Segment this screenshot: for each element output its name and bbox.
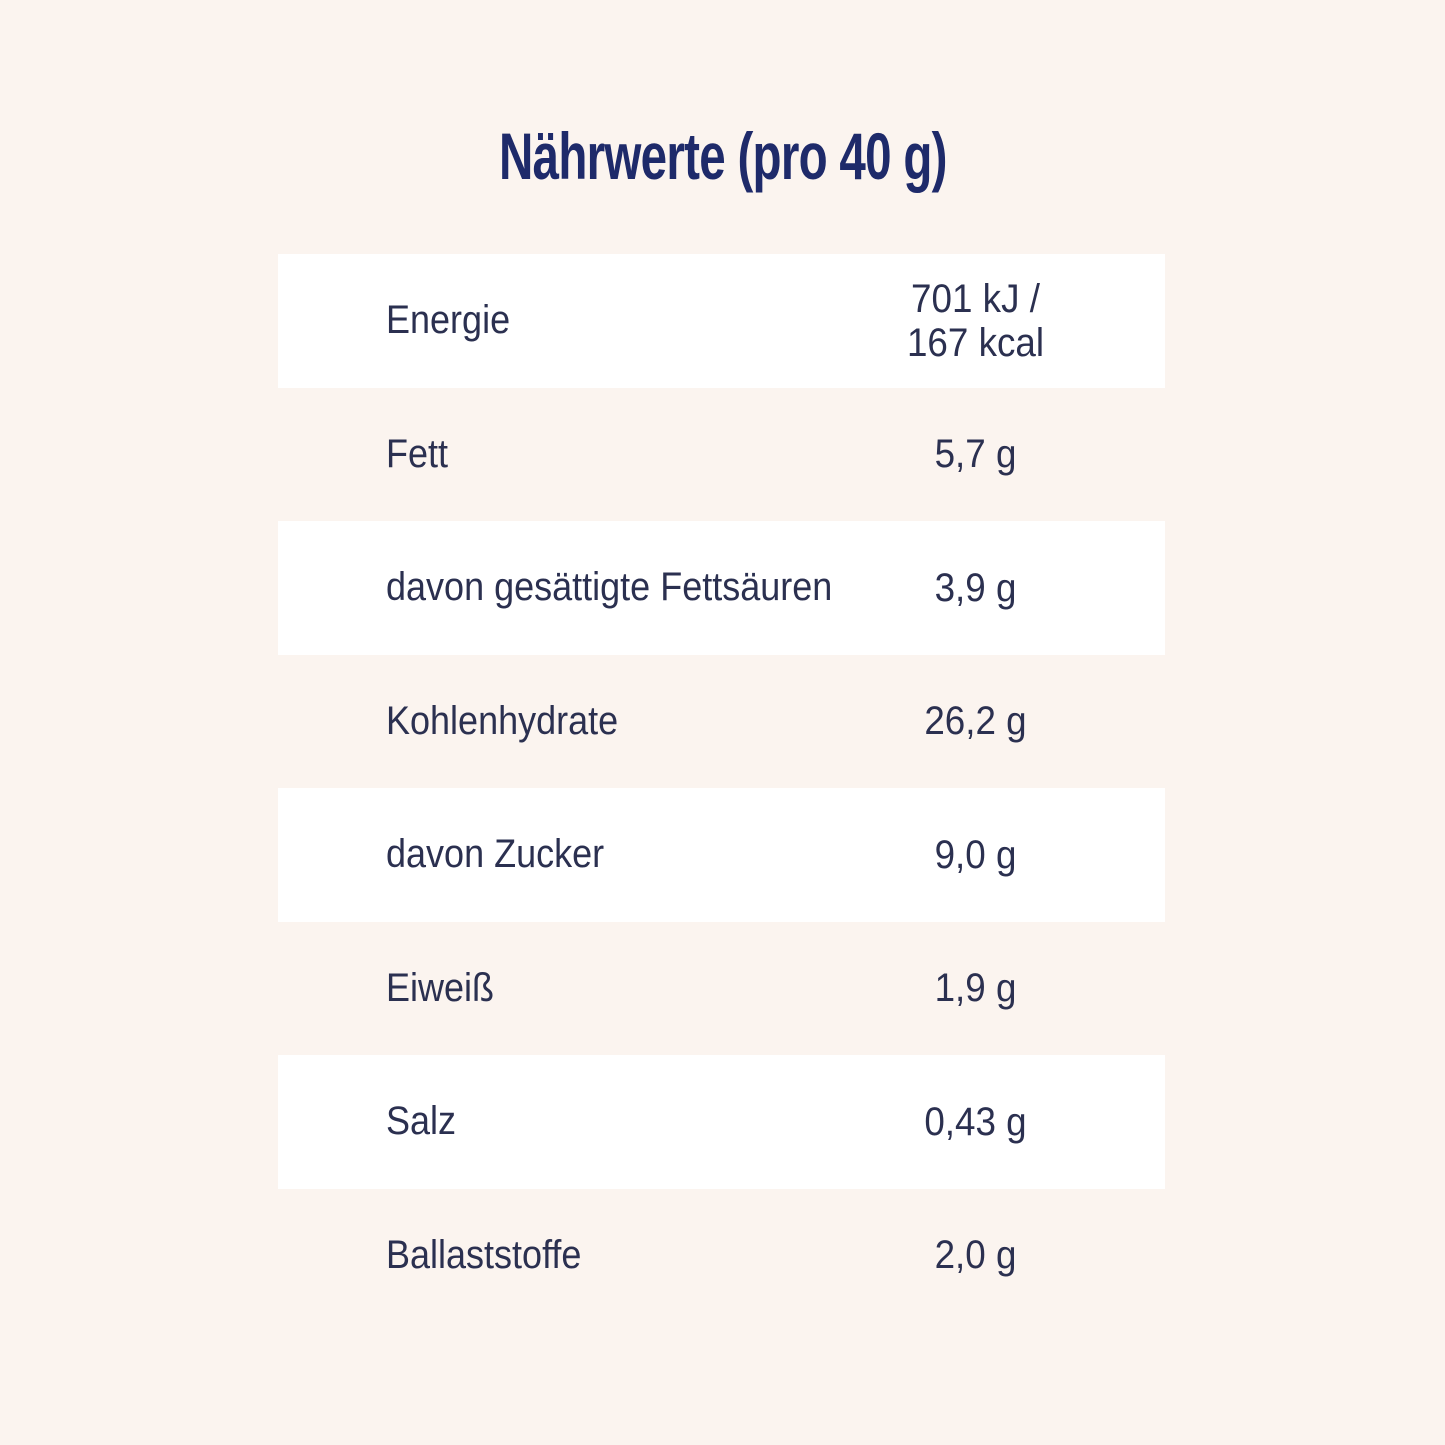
nutrient-value: 2,0 g	[934, 1233, 1017, 1278]
nutrient-label: Ballaststoffe	[386, 1232, 582, 1277]
nutrient-label: davon Zucker	[386, 832, 605, 877]
nutrient-value: 3,9 g	[934, 565, 1017, 610]
table-row: davon Zucker 9,0 g	[278, 788, 1165, 922]
nutrient-value: 701 kJ / 167 kcal	[906, 276, 1045, 365]
nutrient-value: 9,0 g	[934, 832, 1017, 877]
nutrient-value: 1,9 g	[934, 966, 1017, 1011]
nutrient-label: davon gesättigte Fettsäuren	[386, 565, 833, 610]
nutrition-table: Energie 701 kJ / 167 kcal Fett 5,7 g dav…	[278, 254, 1165, 1322]
table-row: Salz 0,43 g	[278, 1055, 1165, 1189]
nutrient-label: Eiweiß	[386, 965, 495, 1010]
nutrient-value: 5,7 g	[934, 432, 1017, 477]
table-row: davon gesättigte Fettsäuren 3,9 g	[278, 521, 1165, 655]
table-row: Energie 701 kJ / 167 kcal	[278, 254, 1165, 388]
nutrient-value: 0,43 g	[924, 1099, 1027, 1144]
title-text: Nährwerte (pro 40 g)	[498, 119, 947, 193]
table-row: Fett 5,7 g	[278, 388, 1165, 522]
nutrient-value: 26,2 g	[924, 699, 1027, 744]
nutrient-label: Kohlenhydrate	[386, 698, 619, 743]
page-title: Nährwerte (pro 40 g)	[0, 118, 1445, 194]
table-row: Eiweiß 1,9 g	[278, 922, 1165, 1056]
nutrient-label: Fett	[386, 431, 449, 476]
table-row: Ballaststoffe 2,0 g	[278, 1189, 1165, 1323]
nutrient-label: Energie	[386, 298, 511, 343]
nutrient-label: Salz	[386, 1099, 457, 1144]
table-row: Kohlenhydrate 26,2 g	[278, 655, 1165, 789]
